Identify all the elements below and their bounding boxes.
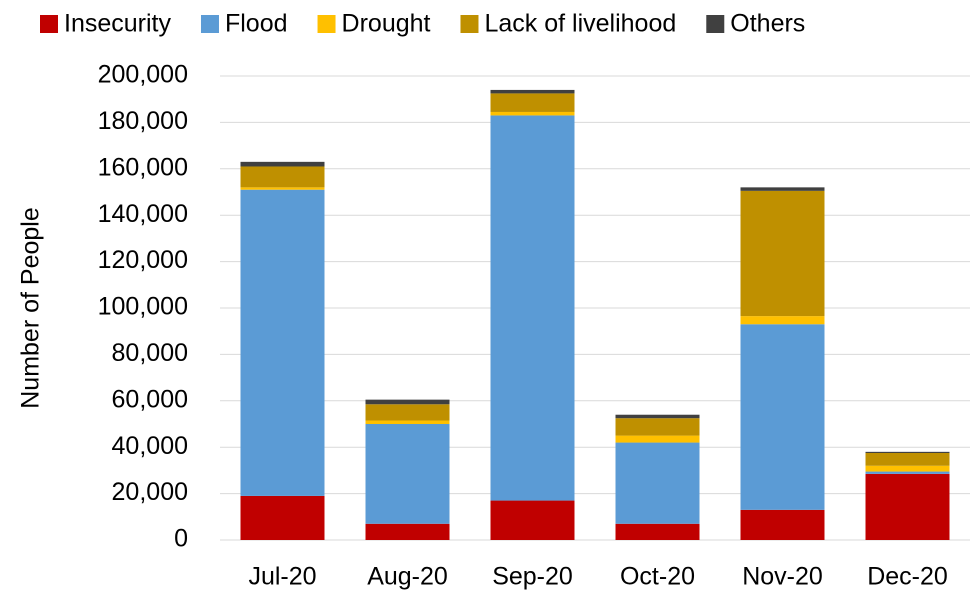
bar-segment [240,187,325,190]
y-tick-label: 140,000 [98,200,188,228]
bar-segment [740,324,825,510]
x-tick-label: Nov-20 [742,563,823,591]
legend-swatch [200,15,219,33]
y-tick-label: 200,000 [98,61,188,89]
x-tick-label: Aug-20 [367,563,448,591]
bar-segment [615,414,700,419]
legend-swatch [460,15,479,33]
y-tick-label: 60,000 [112,385,188,413]
bar-segment [365,424,450,524]
bar-segment [615,435,700,443]
y-tick-label: 120,000 [98,246,188,274]
y-tick-label: 0 [174,525,188,553]
bar-segment [365,404,450,421]
bar-segment [615,523,700,540]
bar-segment [240,161,325,167]
bar-segment [240,166,325,188]
bar-segment [865,473,950,540]
legend-label: Flood [225,10,288,38]
y-axis-title: Number of People [17,207,45,409]
bar-segment [740,187,825,191]
bar-segment [740,316,825,325]
legend-label: Drought [342,10,431,38]
bar-segment [490,93,575,112]
x-tick-label: Oct-20 [620,563,695,591]
bar-segment [865,465,950,472]
y-tick-label: 20,000 [112,478,188,506]
y-tick-label: 80,000 [112,339,188,367]
y-tick-label: 160,000 [98,153,188,181]
legend-label: Others [730,10,805,38]
legend-swatch [40,15,58,33]
bar-segment [490,500,575,540]
x-tick-label: Jul-20 [248,563,316,591]
bar-segment [865,453,950,466]
bar-segment [240,189,325,496]
bar-segment [865,471,950,474]
bar-segment [365,420,450,424]
bar-segment [365,399,450,405]
bar-segment [490,111,575,116]
x-tick-label: Dec-20 [867,563,948,591]
bar-segment [490,115,575,501]
legend-label: Insecurity [64,10,171,38]
bar-segment [865,451,950,453]
legend-label: Lack of livelihood [484,10,676,38]
y-tick-label: 180,000 [98,107,188,135]
bar-segment [365,523,450,540]
bar-segment [240,495,325,540]
bar-segment [615,418,700,436]
bar-segment [740,509,825,540]
y-tick-label: 100,000 [98,293,188,321]
x-tick-label: Sep-20 [492,563,573,591]
bar-segment [490,89,575,94]
bar-segment [740,190,825,317]
y-tick-label: 40,000 [112,432,188,460]
legend-swatch [317,15,336,33]
legend-swatch [706,15,725,33]
bar-segment [615,442,700,524]
